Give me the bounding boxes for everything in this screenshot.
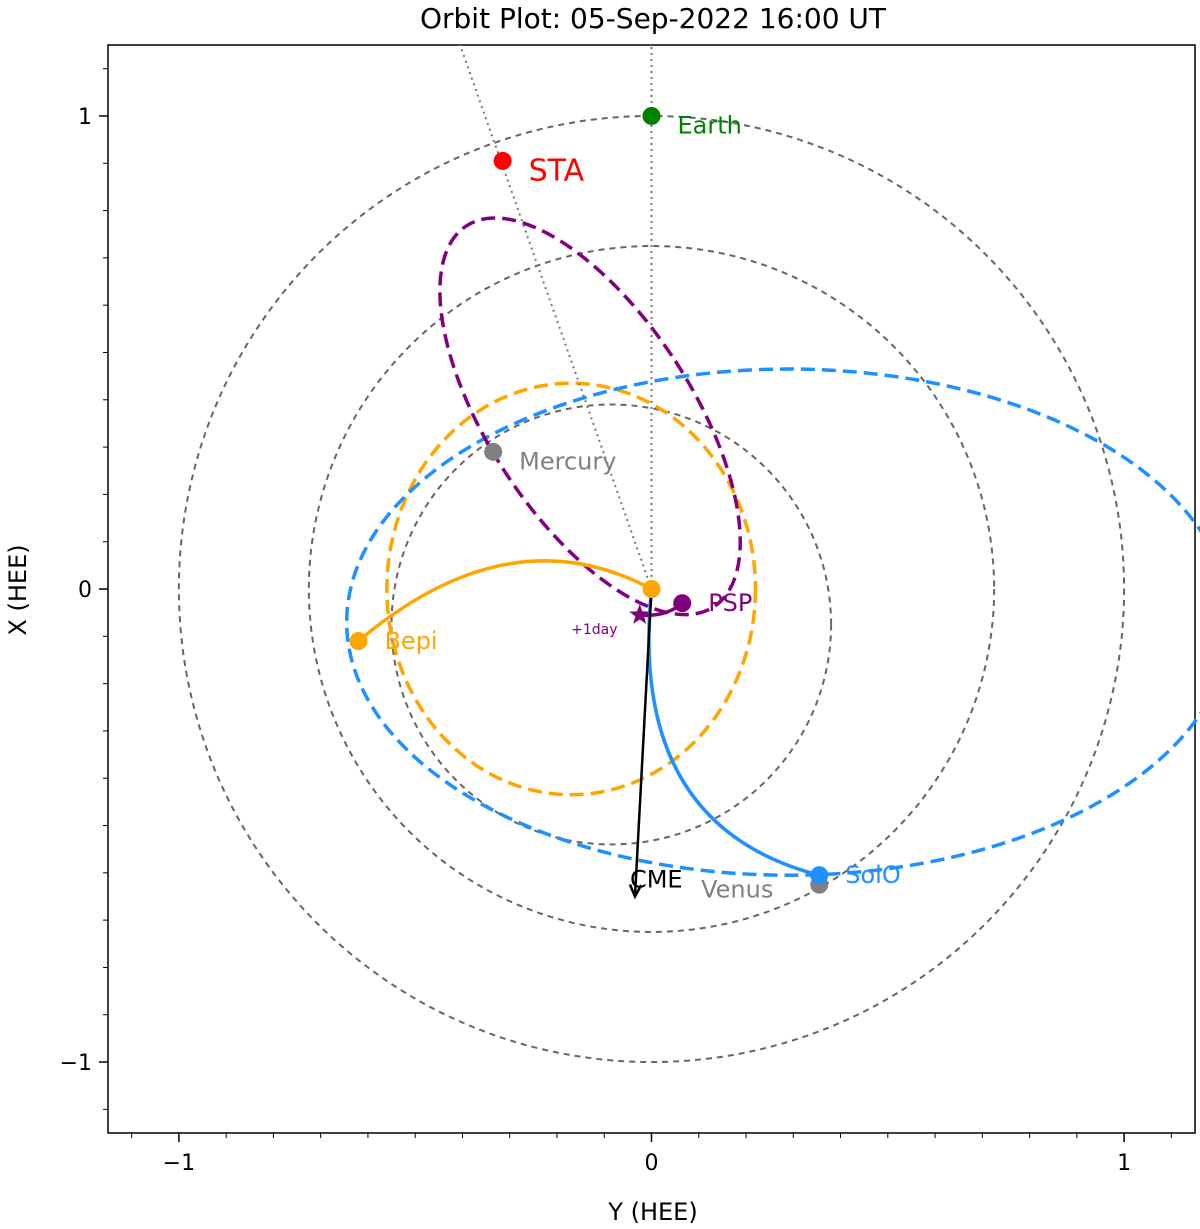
label-bepi: Bepi: [384, 627, 437, 655]
x-tick-label-1: 0: [645, 1151, 659, 1176]
point-sun-origin: [642, 580, 661, 598]
y-tick-label-2: 1: [78, 105, 92, 130]
marker-star-1day: [629, 604, 651, 624]
y-axis-label: X (HEE): [4, 544, 32, 635]
point-sta: [493, 151, 512, 170]
y-tick-label-0: −1: [60, 1051, 92, 1076]
x-axis-label: Y (HEE): [607, 1198, 697, 1226]
reference-orbit-2: [307, 245, 996, 933]
trajectory-bepi: [357, 559, 653, 643]
label-solo: SolO: [845, 861, 900, 889]
y-tick-label-1: 0: [78, 578, 92, 603]
label-psp: PSP: [708, 589, 752, 617]
point-solo: [810, 866, 829, 885]
trajectory-solo: [647, 588, 820, 877]
point-bepi: [349, 632, 368, 651]
orbits-layer: [177, 44, 1200, 1064]
line-of-sight-2: [459, 44, 653, 590]
orbit-bepi: [385, 381, 758, 797]
cme-label: CME: [630, 865, 683, 893]
label-1day: +1day: [571, 622, 617, 638]
orbit-solo: [345, 367, 1200, 877]
label-earth: Earth: [677, 111, 741, 139]
x-tick-label-2: 1: [1117, 1151, 1131, 1176]
cme-arrow-head: [628, 884, 643, 900]
point-mercury: [484, 442, 503, 461]
point-earth: [642, 106, 661, 125]
cme-arrow: [633, 588, 653, 897]
marks-layer: CME Venus SolO Bepi PSP Mercury STA Earth +1day: [349, 106, 901, 903]
ticks-layer: −1 0 1 −1 0 1: [60, 68, 1172, 1176]
reference-orbit-1: [390, 403, 833, 846]
label-mercury: Mercury: [519, 447, 616, 475]
label-sta: STA: [529, 154, 585, 189]
point-psp: [673, 594, 692, 613]
x-tick-label-0: −1: [163, 1151, 195, 1176]
label-venus: Venus: [701, 875, 773, 903]
chart-title: Orbit Plot: 05-Sep-2022 16:00 UT: [420, 2, 887, 35]
